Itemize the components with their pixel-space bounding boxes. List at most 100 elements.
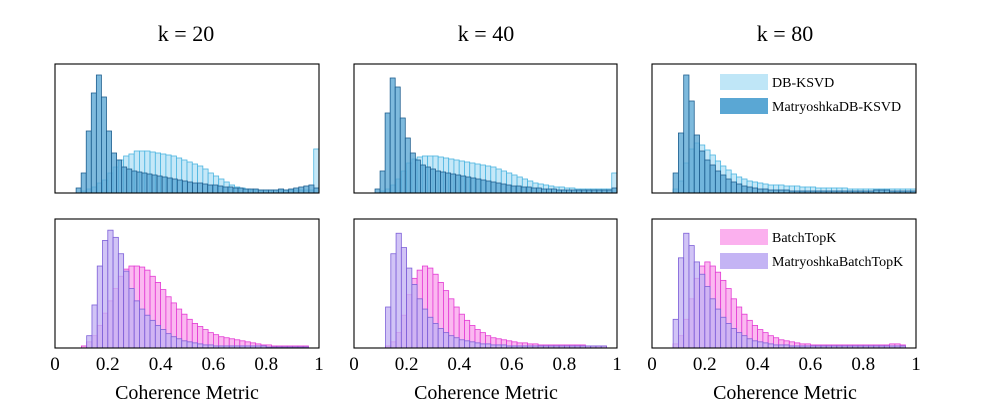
column-title-k80: k = 80 <box>757 21 813 46</box>
panel-bottom-k-20 <box>54 218 320 349</box>
histogram-bar <box>187 181 193 193</box>
histogram-bar <box>102 240 109 348</box>
legend-label-matryoshkadb-ksvd: MatryoshkaDB-KSVD <box>772 100 901 115</box>
x-tick-labels: 0 0.2 0.4 0.6 0.8 1 0 0.2 0.4 0.6 0.8 1 0 0.2 0.4 0.6 0.… <box>50 354 921 375</box>
histogram-bar <box>611 187 617 193</box>
legend: DB-KSVD MatryoshkaDB-KSVD <box>720 74 901 115</box>
histogram-bar <box>409 152 416 193</box>
column-title-k20: k = 20 <box>158 21 214 46</box>
histogram-bar <box>709 164 716 193</box>
histogram-bar <box>379 170 386 193</box>
histogram-bar <box>222 186 229 193</box>
histogram-bar <box>730 328 737 348</box>
histogram-bar <box>427 316 434 348</box>
histogram-bar <box>288 188 295 193</box>
x-axis-label-k20: Coherence Metric <box>115 382 259 404</box>
histogram-bar <box>672 172 679 193</box>
histogram-bar <box>146 173 153 193</box>
histogram-bar <box>762 342 769 348</box>
histogram-bar <box>170 336 177 348</box>
histogram-bar <box>232 187 239 193</box>
histogram-bar <box>678 132 685 193</box>
histogram-bar <box>425 166 431 193</box>
histogram-bar <box>141 172 148 193</box>
series-matryoshkadb-ksvd <box>75 74 319 193</box>
histogram-bar <box>736 332 743 348</box>
series-matryoshkadb-ksvd <box>672 74 916 193</box>
histogram-bar <box>678 257 685 348</box>
histogram-bar <box>85 130 92 193</box>
histogram-bar <box>126 168 133 193</box>
histogram-bar <box>432 323 439 348</box>
histogram-bar <box>166 177 173 193</box>
histogram-bar <box>495 182 502 193</box>
histogram-bar <box>535 187 542 193</box>
histogram-bar <box>510 185 517 193</box>
histogram-bar <box>458 339 465 348</box>
x-tick-label: 0.6 <box>500 354 524 375</box>
legend-swatch-matryoshkabatchtopk <box>720 253 768 269</box>
histogram-bar <box>540 188 547 193</box>
histogram-bar <box>465 176 472 193</box>
histogram-bar <box>757 188 764 193</box>
histogram-bar <box>154 325 162 348</box>
column-title-k40: k = 40 <box>458 21 514 46</box>
histogram-bar <box>440 171 447 193</box>
histogram-bar <box>730 181 737 193</box>
legend-label-batchtopk: BatchTopK <box>772 231 836 246</box>
histogram-bar <box>217 185 224 193</box>
histogram-bar <box>389 77 396 193</box>
series-matryoshkabatchtopk <box>86 229 309 348</box>
histogram-bar <box>767 343 774 348</box>
panel-top-k-80: DB-KSVD MatryoshkaDB-KSVD <box>651 63 917 194</box>
histogram-bar <box>455 174 462 193</box>
histogram-bar <box>399 117 406 193</box>
histogram-bar <box>117 253 125 348</box>
histogram-bar <box>181 180 188 193</box>
histogram-bar <box>551 188 557 193</box>
legend-swatch-batchtopk <box>720 229 768 245</box>
histogram-bar <box>480 179 487 193</box>
histogram-panels: DB-KSVD MatryoshkaDB-KSVD BatchTopK Matryos… <box>54 63 917 349</box>
histogram-bar <box>762 188 769 193</box>
histogram-bar <box>720 316 727 348</box>
histogram-bar <box>80 172 87 193</box>
panel-frame <box>54 63 320 194</box>
histogram-bar <box>672 318 679 348</box>
histogram-bar <box>313 187 319 193</box>
panel-frame <box>651 218 917 349</box>
histogram-bar <box>435 170 441 193</box>
histogram-bar <box>139 308 146 348</box>
histogram-bar <box>430 168 436 193</box>
histogram-bar <box>303 185 310 193</box>
histogram-bar <box>176 338 183 348</box>
histogram-bar <box>252 188 259 193</box>
x-tick-label: 1 <box>314 354 324 375</box>
histogram-bar <box>161 176 168 193</box>
histogram-bar <box>751 187 759 193</box>
series-matryoshkabatchtopk <box>385 232 607 348</box>
histogram-bar <box>520 186 527 193</box>
histogram-bar <box>165 333 172 348</box>
histogram-bar <box>247 188 254 193</box>
histogram-bar <box>111 152 118 193</box>
histogram-bar <box>421 308 429 348</box>
histogram-bar <box>525 186 532 193</box>
panel-frame <box>54 218 320 349</box>
histogram-bar <box>546 188 552 193</box>
histogram-bar <box>207 184 214 193</box>
histogram-bar <box>741 185 748 193</box>
histogram-bar <box>683 232 690 348</box>
histogram-bar <box>192 182 198 193</box>
histogram-bar <box>414 159 421 193</box>
legend-label-db-ksvd: DB-KSVD <box>772 76 834 91</box>
histogram-bar <box>112 236 119 348</box>
histogram-bar <box>460 175 467 193</box>
histogram-bar <box>746 338 753 348</box>
histogram-bar <box>136 171 143 193</box>
histogram-bar <box>181 340 188 348</box>
histogram-bar <box>485 180 492 193</box>
histogram-bar <box>448 335 455 348</box>
histogram-bar <box>156 175 163 193</box>
histogram-bar <box>736 183 743 193</box>
